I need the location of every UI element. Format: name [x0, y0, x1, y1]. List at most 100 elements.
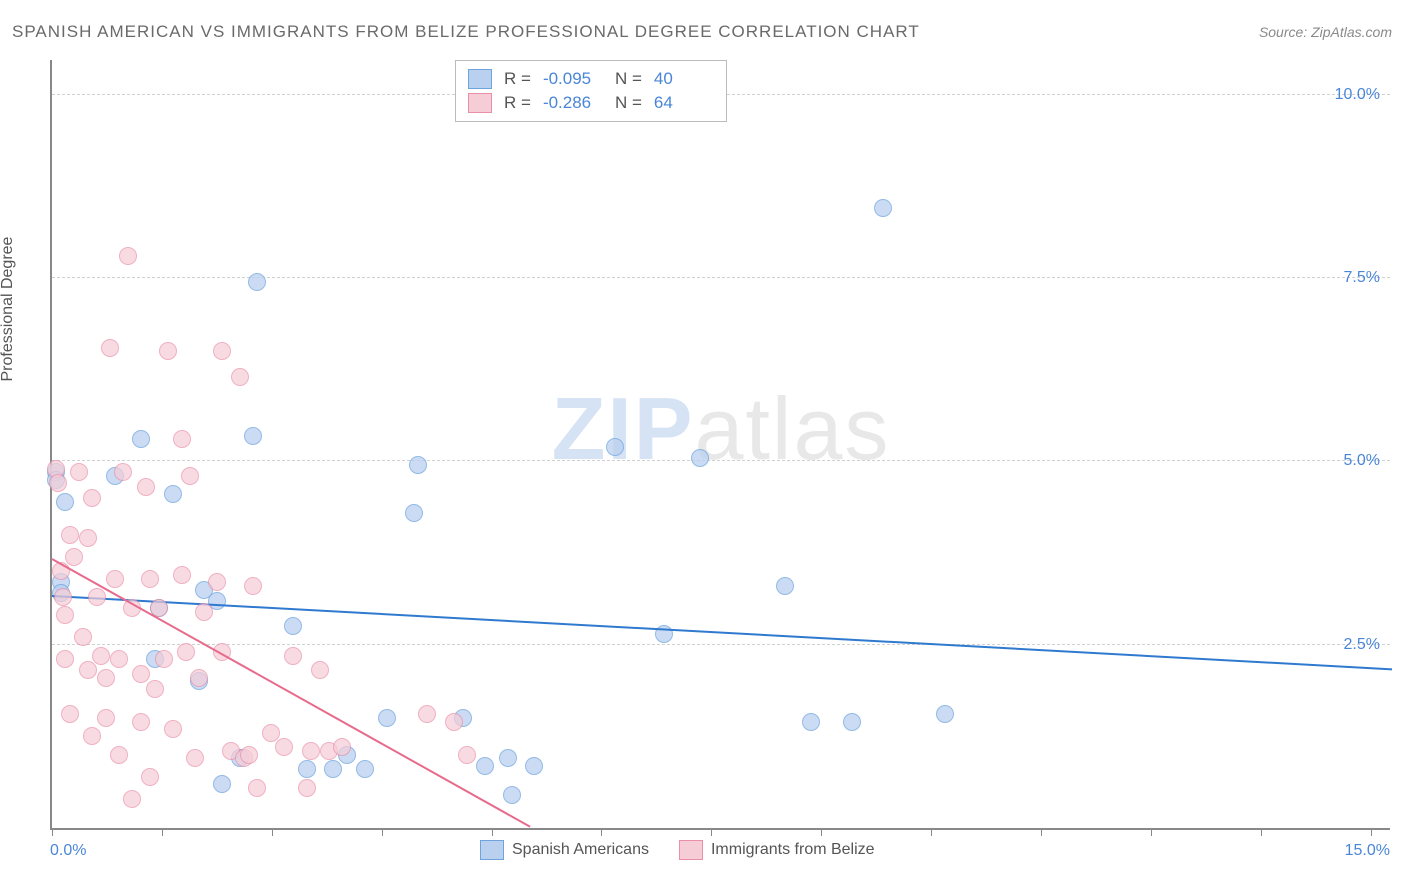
x-tick — [492, 828, 493, 836]
watermark-part1: ZIP — [552, 379, 695, 478]
data-point — [123, 790, 141, 808]
data-point — [74, 628, 92, 646]
r-value-2: -0.286 — [543, 93, 603, 113]
data-point — [65, 548, 83, 566]
correlation-chart: SPANISH AMERICAN VS IMMIGRANTS FROM BELI… — [0, 0, 1406, 892]
x-tick — [821, 828, 822, 836]
x-axis-min-label: 0.0% — [50, 842, 86, 860]
data-point — [132, 430, 150, 448]
data-point — [525, 757, 543, 775]
data-point — [409, 456, 427, 474]
legend-label-1: Spanish Americans — [512, 841, 649, 859]
gridline — [52, 644, 1390, 645]
r-label-1: R = — [504, 69, 531, 89]
data-point — [132, 713, 150, 731]
legend-swatch-1 — [480, 840, 504, 860]
data-point — [476, 757, 494, 775]
data-point — [802, 713, 820, 731]
swatch-series-2 — [468, 93, 492, 113]
data-point — [298, 760, 316, 778]
data-point — [61, 526, 79, 544]
data-point — [101, 339, 119, 357]
data-point — [418, 705, 436, 723]
n-value-2: 64 — [654, 93, 714, 113]
data-point — [92, 647, 110, 665]
data-point — [311, 661, 329, 679]
legend-item-1: Spanish Americans — [480, 840, 649, 860]
data-point — [691, 449, 709, 467]
data-point — [356, 760, 374, 778]
data-point — [141, 768, 159, 786]
n-label-2: N = — [615, 93, 642, 113]
data-point — [83, 727, 101, 745]
data-point — [195, 603, 213, 621]
data-point — [88, 588, 106, 606]
data-point — [275, 738, 293, 756]
x-tick — [1041, 828, 1042, 836]
data-point — [776, 577, 794, 595]
legend-item-2: Immigrants from Belize — [679, 840, 875, 860]
data-point — [110, 746, 128, 764]
y-tick-label: 7.5% — [1344, 269, 1380, 287]
data-point — [137, 478, 155, 496]
y-axis-title: Professional Degree — [0, 237, 17, 382]
gridline — [52, 460, 1390, 461]
x-tick — [711, 828, 712, 836]
data-point — [56, 650, 74, 668]
source-attribution: Source: ZipAtlas.com — [1259, 24, 1392, 40]
data-point — [208, 573, 226, 591]
stats-row-series-1: R = -0.095 N = 40 — [468, 67, 714, 91]
watermark: ZIPatlas — [552, 378, 891, 480]
x-tick — [52, 828, 53, 836]
data-point — [843, 713, 861, 731]
data-point — [231, 368, 249, 386]
data-point — [155, 650, 173, 668]
data-point — [445, 713, 463, 731]
data-point — [70, 463, 88, 481]
x-tick — [1371, 828, 1372, 836]
trend-line — [52, 558, 531, 827]
x-tick — [272, 828, 273, 836]
data-point — [213, 342, 231, 360]
stats-legend: R = -0.095 N = 40 R = -0.286 N = 64 — [455, 60, 727, 122]
data-point — [190, 669, 208, 687]
data-point — [244, 427, 262, 445]
chart-title: SPANISH AMERICAN VS IMMIGRANTS FROM BELI… — [12, 22, 920, 42]
data-point — [56, 493, 74, 511]
x-tick — [601, 828, 602, 836]
data-point — [874, 199, 892, 217]
data-point — [186, 749, 204, 767]
y-tick-label: 10.0% — [1335, 86, 1380, 104]
data-point — [97, 709, 115, 727]
data-point — [61, 705, 79, 723]
data-point — [106, 570, 124, 588]
r-value-1: -0.095 — [543, 69, 603, 89]
data-point — [159, 342, 177, 360]
data-point — [146, 680, 164, 698]
r-label-2: R = — [504, 93, 531, 113]
x-tick — [162, 828, 163, 836]
watermark-part2: atlas — [695, 379, 891, 478]
y-tick-label: 2.5% — [1344, 636, 1380, 654]
data-point — [177, 643, 195, 661]
data-point — [284, 647, 302, 665]
data-point — [173, 430, 191, 448]
x-tick — [931, 828, 932, 836]
plot-area: ZIPatlas 2.5%5.0%7.5%10.0% — [50, 60, 1390, 830]
data-point — [213, 775, 231, 793]
data-point — [248, 273, 266, 291]
n-label-1: N = — [615, 69, 642, 89]
data-point — [333, 738, 351, 756]
x-tick — [1151, 828, 1152, 836]
data-point — [262, 724, 280, 742]
data-point — [110, 650, 128, 668]
data-point — [49, 474, 67, 492]
legend-swatch-2 — [679, 840, 703, 860]
data-point — [324, 760, 342, 778]
n-value-1: 40 — [654, 69, 714, 89]
data-point — [173, 566, 191, 584]
data-point — [164, 485, 182, 503]
data-point — [240, 746, 258, 764]
trend-line — [52, 595, 1392, 670]
data-point — [83, 489, 101, 507]
